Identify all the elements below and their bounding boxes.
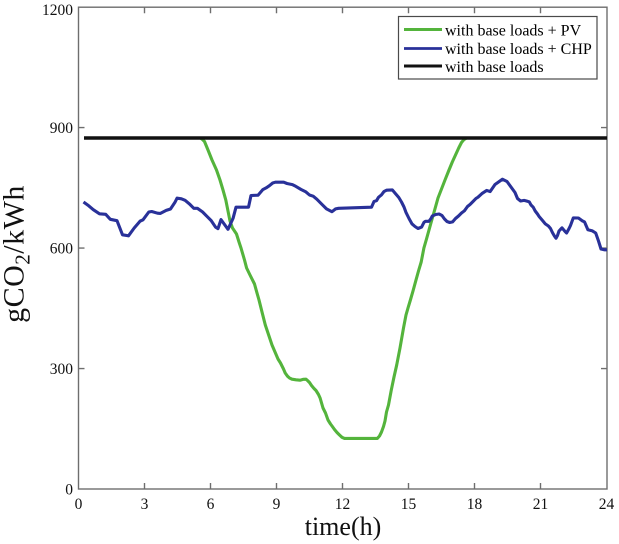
svg-text:0: 0 — [75, 496, 83, 513]
svg-text:3: 3 — [141, 496, 149, 513]
svg-text:300: 300 — [50, 361, 74, 378]
svg-text:gCO2/kWh: gCO2/kWh — [0, 185, 35, 323]
svg-text:time(h): time(h) — [305, 512, 382, 541]
svg-text:9: 9 — [273, 496, 281, 513]
svg-text:600: 600 — [50, 241, 74, 258]
svg-text:15: 15 — [401, 496, 417, 513]
svg-text:with base loads + CHP: with base loads + CHP — [445, 41, 592, 58]
svg-text:with base loads: with base loads — [445, 59, 544, 76]
svg-text:21: 21 — [533, 496, 549, 513]
svg-text:12: 12 — [335, 496, 351, 513]
svg-text:0: 0 — [65, 482, 73, 499]
svg-text:18: 18 — [467, 496, 483, 513]
svg-text:1200: 1200 — [42, 2, 73, 19]
svg-text:24: 24 — [599, 496, 615, 513]
svg-text:with base loads + PV: with base loads + PV — [445, 23, 582, 40]
svg-text:900: 900 — [50, 120, 74, 137]
svg-text:6: 6 — [207, 496, 215, 513]
